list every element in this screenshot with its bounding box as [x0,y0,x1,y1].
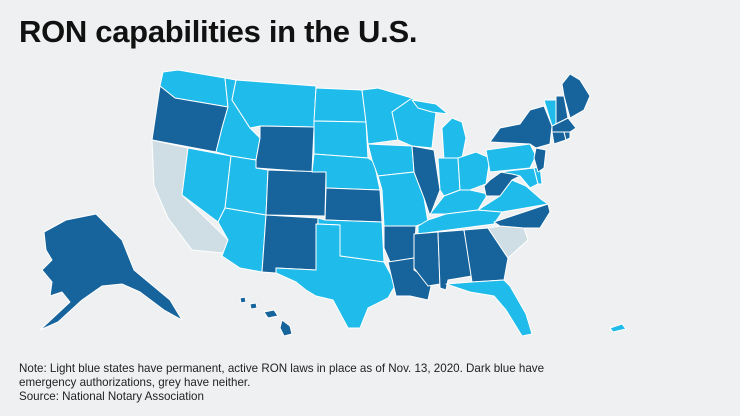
territory-pr [609,323,627,333]
state-nm [261,214,319,274]
state-nj [533,147,547,173]
state-tx [275,223,397,329]
state-ak [39,213,183,331]
state-co [265,169,327,217]
footnote: Note: Light blue states have permanent, … [19,362,719,404]
state-il [411,145,441,217]
state-nd [313,87,367,123]
state-sc [487,225,529,259]
state-fl [445,279,533,337]
state-ms [413,231,441,287]
state-mi-up [411,99,449,115]
state-hi-kauai [239,296,247,304]
state-hi-oahu [249,302,258,310]
state-pa [485,143,537,173]
state-ny [489,105,553,149]
state-in [437,157,461,197]
state-sd [313,120,369,159]
state-ct [551,131,567,145]
state-hi-main [279,319,293,337]
state-mi [441,117,467,161]
state-wy [255,125,315,173]
note-line-1: Note: Light blue states have permanent, … [19,362,545,375]
source-line: Source: National Notary Association [19,390,204,403]
state-me [561,73,591,119]
state-ar [383,225,417,263]
state-ks [324,187,383,223]
note-line-2: emergency authorizations, grey have neit… [19,376,251,389]
map-title: RON capabilities in the U.S. [19,14,418,49]
state-hi-maui [263,309,279,319]
state-ri [563,131,571,141]
